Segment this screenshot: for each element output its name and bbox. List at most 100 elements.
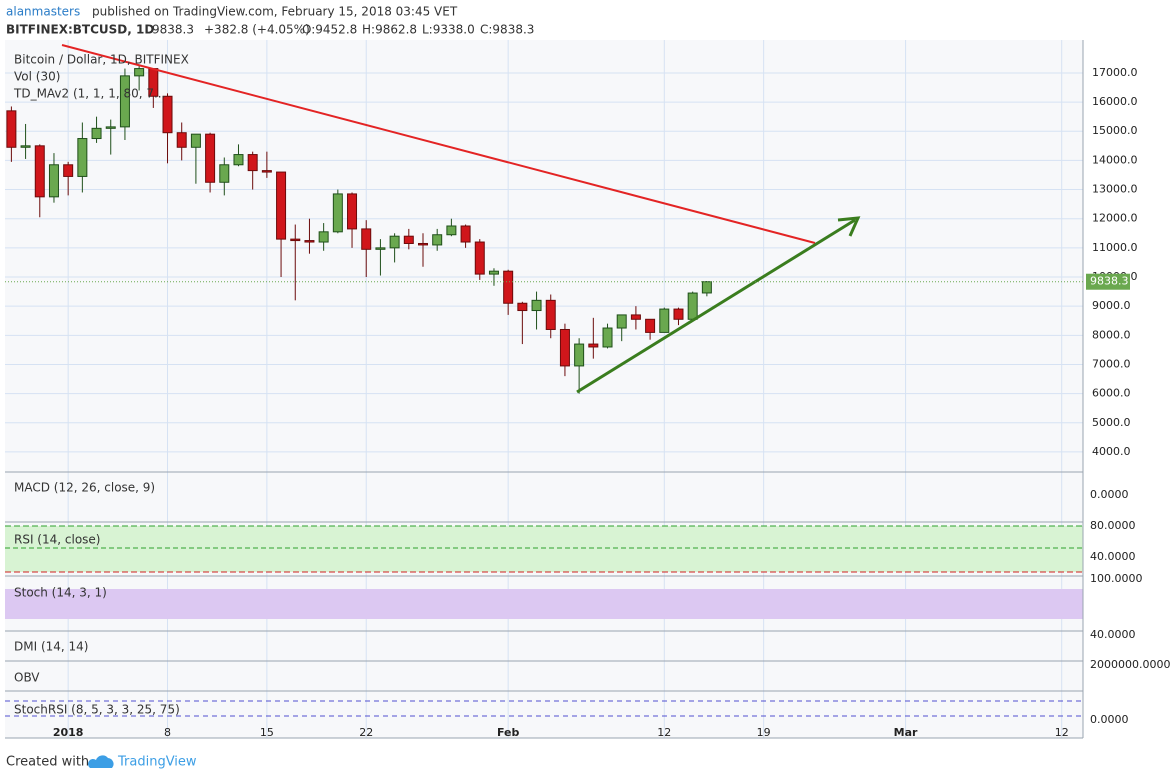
pane-label: StochRSI (8, 5, 3, 3, 25, 75) — [14, 703, 180, 717]
candle-body — [375, 247, 386, 250]
candle-body — [418, 242, 428, 246]
candle-body — [347, 193, 358, 230]
candle-body — [318, 231, 329, 243]
pane-tick: 40.0000 — [1090, 550, 1136, 563]
chart-title: Bitcoin / Dollar, 1D, BITFINEX — [14, 53, 189, 67]
candle-body — [630, 314, 641, 320]
y-tick-label: 5000.0 — [1092, 416, 1131, 429]
header-high: H:9862.8 — [362, 23, 417, 37]
candle-body — [20, 145, 31, 148]
y-tick-label: 4000.0 — [1092, 445, 1131, 458]
candle-body — [460, 225, 471, 243]
trend-line-support — [576, 218, 856, 394]
pane-tick: 100.0000 — [1090, 572, 1143, 585]
header-published: published on TradingView.com, February 1… — [92, 5, 458, 19]
header-user: alanmasters — [6, 5, 80, 19]
indicator-label: Vol (30) — [14, 70, 60, 84]
candle-body — [205, 133, 216, 183]
candle-body — [559, 328, 570, 367]
candle-body — [162, 95, 173, 134]
y-tick-label: 7000.0 — [1092, 357, 1131, 370]
pane-tick: 40.0000 — [1090, 628, 1136, 641]
y-tick-label: 16000.0 — [1092, 95, 1138, 108]
candle-body — [219, 164, 230, 183]
last-price-tag — [1086, 273, 1130, 290]
candle-body — [105, 126, 116, 129]
x-tick-label: Mar — [894, 726, 918, 739]
last-price-label: 9838.3 — [1090, 275, 1129, 288]
candle-body — [531, 299, 542, 312]
x-tick-label: 12 — [1055, 726, 1069, 739]
candle-body — [332, 193, 343, 233]
rsi-band — [5, 526, 1083, 572]
header-low: L:9338.0 — [422, 23, 475, 37]
candle-body — [290, 238, 301, 242]
header-symbol: BITFINEX:BTCUSD, 1D — [6, 23, 154, 37]
candle-body — [77, 138, 88, 177]
candle-body — [6, 110, 17, 148]
brand-logo — [88, 755, 114, 768]
y-tick-label: 9000.0 — [1092, 299, 1131, 312]
candle-body — [588, 343, 599, 348]
footer-brand[interactable]: TradingView — [117, 755, 197, 770]
indicator-label: TD_MAv2 (1, 1, 1, 80, 7... — [13, 87, 165, 101]
candle-body — [645, 318, 656, 333]
candle-body — [190, 133, 201, 148]
candle-body — [474, 241, 485, 275]
candle-body — [503, 270, 514, 304]
candle-body — [432, 234, 443, 246]
candle-body — [545, 299, 556, 330]
header-open: O:9452.8 — [302, 23, 357, 37]
candle-body — [687, 292, 698, 320]
y-tick-label: 17000.0 — [1092, 66, 1138, 79]
candle-body — [659, 308, 670, 333]
candle-body — [134, 68, 145, 77]
candle-body — [119, 75, 130, 128]
x-tick-label: 8 — [164, 726, 171, 739]
y-tick-label: 13000.0 — [1092, 183, 1138, 196]
candle-body — [247, 154, 258, 172]
candles — [6, 65, 712, 394]
candle-body — [488, 270, 499, 275]
candle-body — [91, 127, 102, 140]
y-tick-label: 12000.0 — [1092, 212, 1138, 225]
candle-body — [361, 228, 372, 250]
candle-body — [701, 281, 712, 294]
pane-tick: 80.0000 — [1090, 519, 1136, 532]
candle-body — [34, 145, 45, 198]
pane-label: OBV — [14, 671, 40, 685]
candle-body — [276, 171, 287, 240]
trend-line-resistance — [61, 44, 816, 244]
x-tick-label: 15 — [260, 726, 274, 739]
x-tick-label: 19 — [757, 726, 771, 739]
candle-body — [233, 154, 244, 166]
pane-label: DMI (14, 14) — [14, 640, 88, 654]
candle-body — [602, 327, 613, 348]
pane-tick: 2000000.0000 — [1090, 658, 1170, 671]
x-tick-label: 22 — [359, 726, 373, 739]
stoch-band — [5, 589, 1083, 619]
plot-area — [5, 40, 1083, 738]
y-tick-label: 8000.0 — [1092, 328, 1131, 341]
candle-body — [616, 314, 627, 329]
y-tick-label: 6000.0 — [1092, 387, 1131, 400]
candle-body — [63, 164, 74, 177]
header-close: C:9838.3 — [480, 23, 534, 37]
pane-separators — [5, 40, 1084, 739]
y-tick-label: 15000.0 — [1092, 124, 1138, 137]
candle-body — [261, 170, 272, 173]
grid — [5, 40, 1083, 738]
candle-body — [673, 308, 684, 320]
candle-body — [403, 235, 414, 244]
candle-body — [389, 235, 400, 249]
footer-created: Created with — [6, 755, 89, 770]
arrow-head — [837, 216, 861, 237]
candle-body — [176, 132, 187, 148]
candle-body — [517, 302, 528, 312]
pane-tick: 0.0000 — [1090, 488, 1129, 501]
pane-label: RSI (14, close) — [14, 533, 100, 547]
x-tick-label: 12 — [657, 726, 671, 739]
x-tick-label: 2018 — [53, 726, 84, 739]
pane-label: Stoch (14, 3, 1) — [14, 586, 107, 600]
